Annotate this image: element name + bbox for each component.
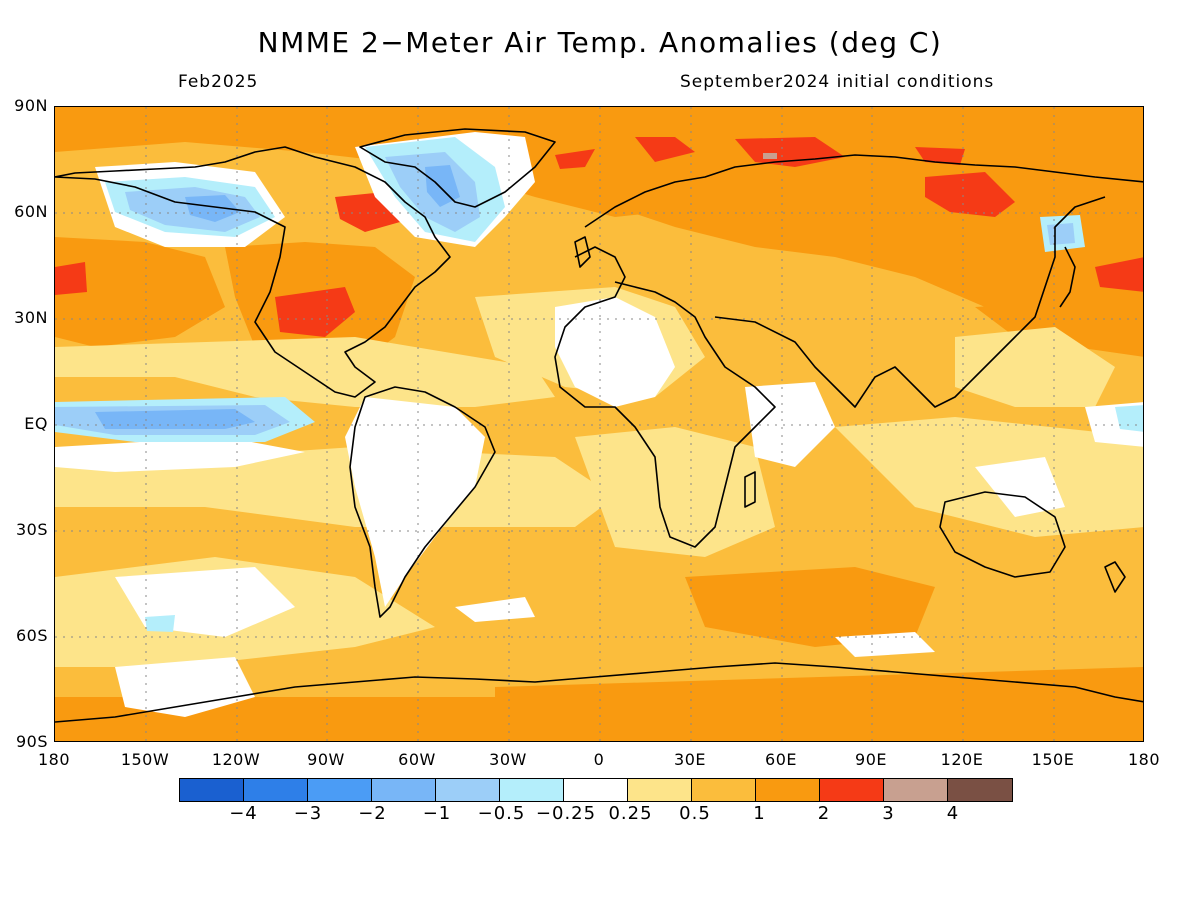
lat-label-60s: 60S <box>15 626 48 645</box>
colorbar-tick-label: −4 <box>229 803 258 824</box>
colorbar-tick-label: 2 <box>817 803 831 824</box>
colorbar-tick-label: −0.25 <box>535 803 597 824</box>
colorbar-swatch <box>756 779 820 801</box>
lat-label-60n: 60N <box>14 202 48 221</box>
lat-label-30s: 30S <box>15 520 48 539</box>
colorbar-swatch <box>692 779 756 801</box>
colorbar-tick-label: 3 <box>882 803 895 824</box>
lon-label-60w: 60W <box>398 750 436 769</box>
colorbar-swatch <box>564 779 628 801</box>
colorbar-tick-label: −2 <box>358 803 387 824</box>
colorbar-swatch <box>948 779 1012 801</box>
lon-label-0: 0 <box>593 750 605 769</box>
lon-label-90e: 90E <box>855 750 887 769</box>
colorbar-tick-label: 4 <box>946 803 960 824</box>
lon-label-120e: 120E <box>940 750 984 769</box>
colorbar-swatch <box>884 779 948 801</box>
colorbar-swatch <box>372 779 436 801</box>
colorbar-tick-label: 0.25 <box>608 803 653 824</box>
lon-label-60e: 60E <box>765 750 797 769</box>
lon-label-180e: 180 <box>1127 750 1161 769</box>
lon-label-90w: 90W <box>307 750 345 769</box>
colorbar <box>179 778 1013 802</box>
map-title: NMME 2−Meter Air Temp. Anomalies (deg C) <box>257 26 943 59</box>
colorbar-swatch <box>244 779 308 801</box>
lat-label-90s: 90S <box>15 732 48 751</box>
lat-label-90n: 90N <box>14 96 48 115</box>
colorbar-tick-label: −3 <box>293 803 323 824</box>
anomaly-map-svg <box>55 107 1143 741</box>
colorbar-tick-label: −1 <box>422 803 452 824</box>
colorbar-swatch <box>308 779 372 801</box>
colorbar-swatch <box>628 779 692 801</box>
initial-conditions: September2024 initial conditions <box>680 72 995 92</box>
forecast-month: Feb2025 <box>178 72 259 92</box>
colorbar-tick-label: −0.5 <box>477 803 526 824</box>
colorbar-tick-label: 0.5 <box>679 803 711 824</box>
lon-label-30e: 30E <box>674 750 706 769</box>
anomaly-map <box>54 106 1144 742</box>
lat-label-30n: 30N <box>14 308 48 327</box>
lon-label-150e: 150E <box>1031 750 1075 769</box>
colorbar-swatch <box>500 779 564 801</box>
colorbar-swatch <box>820 779 884 801</box>
colorbar-swatch <box>180 779 244 801</box>
lat-label-eq: EQ <box>24 414 48 433</box>
lon-label-180w: 180 <box>37 750 71 769</box>
lon-label-150w: 150W <box>120 750 170 769</box>
colorbar-swatch <box>436 779 500 801</box>
colorbar-tick-label: 1 <box>753 803 766 824</box>
lon-label-30w: 30W <box>489 750 527 769</box>
lon-label-120w: 120W <box>211 750 261 769</box>
